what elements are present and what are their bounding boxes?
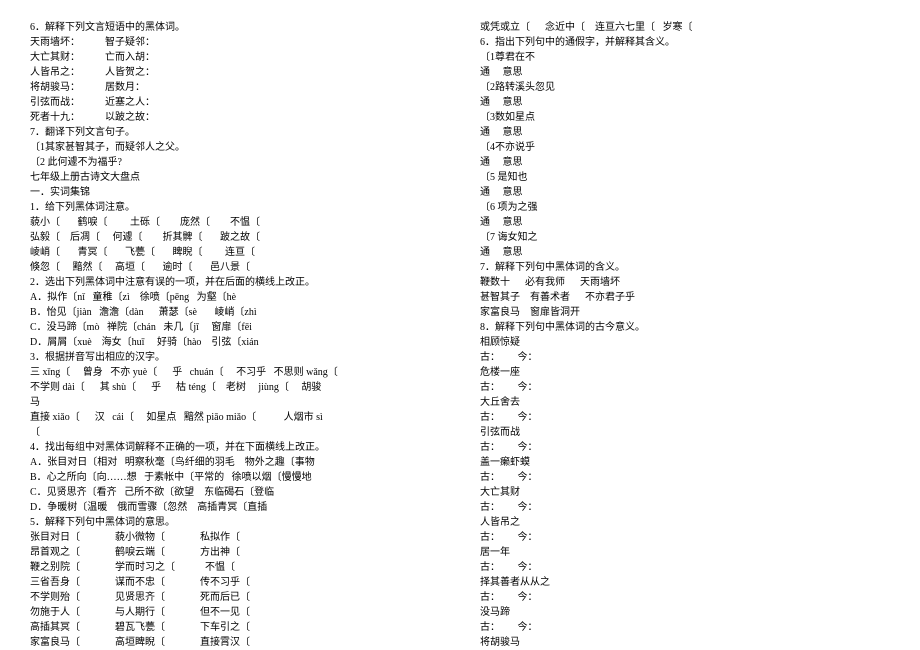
right-line: 古： 今： — [480, 500, 890, 515]
left-line: D．屑屑〔xuè 海女〔huī 好骑〔hào 引弦〔xián — [30, 335, 440, 350]
right-line: 择其善者从从之 — [480, 575, 890, 590]
right-line: 古： 今： — [480, 470, 890, 485]
left-line: 6．解释下列文言短语中的黑体词。 — [30, 20, 440, 35]
left-line: 三省吾身〔 谋而不忠〔 传不习乎〔 — [30, 575, 440, 590]
document-page: 6．解释下列文言短语中的黑体词。天雨墙坏： 智子疑邻：大亡其财： 亡而入胡：人皆… — [30, 20, 890, 650]
right-line: 通 意思 — [480, 215, 890, 230]
right-line: 〔3数如星点 — [480, 110, 890, 125]
left-line: 4．找出每组中对黑体词解释不正确的一项，并在下面横线上改正。 — [30, 440, 440, 455]
right-line: 古： 今： — [480, 410, 890, 425]
right-line: 通 意思 — [480, 155, 890, 170]
left-line: 直接 xiǎo〔 汉 cái〔 如星点 黯然 piāo miǎo〔 人烟市 sì — [30, 410, 440, 425]
right-line: 〔6 项为之强 — [480, 200, 890, 215]
right-line: 鞭数十 必有我师 天雨墙坏 — [480, 275, 890, 290]
right-line: 盖一癞虾蟆 — [480, 455, 890, 470]
left-line: 2．选出下列黑体词中注意有误的一项，并在后面的横线上改正。 — [30, 275, 440, 290]
left-line: 死者十九： 以跛之故： — [30, 110, 440, 125]
left-line: 家富良马〔 高垣睥睨〔 直接霄汉〔 — [30, 635, 440, 650]
left-line: B．心之所向〔向……想 于素帐中〔平常的 徐喷以烟〔慢慢地 — [30, 470, 440, 485]
left-column: 6．解释下列文言短语中的黑体词。天雨墙坏： 智子疑邻：大亡其财： 亡而入胡：人皆… — [30, 20, 440, 650]
right-line: 没马蹄 — [480, 605, 890, 620]
right-line: 〔7 诲女知之 — [480, 230, 890, 245]
right-line: 大丘舍去 — [480, 395, 890, 410]
left-line: 弘毅〔 后凋〔 何遽〔 折其髀〔 跛之故〔 — [30, 230, 440, 245]
right-line: 通 意思 — [480, 185, 890, 200]
right-line: 〔5 是知也 — [480, 170, 890, 185]
left-line: 崚峭〔 青冥〔 飞甍〔 睥睨〔 连亘〔 — [30, 245, 440, 260]
right-line: 通 意思 — [480, 65, 890, 80]
right-line: 古： 今： — [480, 530, 890, 545]
left-line: B．怡见〔jiàn 澹澹〔dàn 萧瑟〔sè 崚峭〔zhì — [30, 305, 440, 320]
left-line: 一．实词集锦 — [30, 185, 440, 200]
right-line: 6．指出下列句中的通假字，并解释其含义。 — [480, 35, 890, 50]
right-line: 〔1尊君在不 — [480, 50, 890, 65]
left-line: 昂首观之〔 鹤唳云端〔 方出神〔 — [30, 545, 440, 560]
left-line: 〔1其家甚智其子，而疑邻人之父。 — [30, 140, 440, 155]
left-line: 大亡其财： 亡而入胡： — [30, 50, 440, 65]
right-line: 通 意思 — [480, 245, 890, 260]
right-line: 通 意思 — [480, 95, 890, 110]
right-line: 8．解释下列句中黑体词的古今意义。 — [480, 320, 890, 335]
right-line: 古： 今： — [480, 620, 890, 635]
right-line: 人皆吊之 — [480, 515, 890, 530]
left-line: 〔2 此何遽不为福乎? — [30, 155, 440, 170]
right-line: 〔2路转溪头忽见 — [480, 80, 890, 95]
right-line: 相顾惊疑 — [480, 335, 890, 350]
right-column: 或凭或立〔 念近中〔 连亘六七里〔 岁寒〔6．指出下列句中的通假字，并解释其含义… — [480, 20, 890, 650]
right-line: 古： 今： — [480, 590, 890, 605]
left-line: 张目对日〔 藐小微物〔 私拟作〔 — [30, 530, 440, 545]
right-line: 居一年 — [480, 545, 890, 560]
right-line: 〔4不亦说乎 — [480, 140, 890, 155]
right-line: 通 意思 — [480, 125, 890, 140]
right-line: 或凭或立〔 念近中〔 连亘六七里〔 岁寒〔 — [480, 20, 890, 35]
left-line: 七年级上册古诗文大盘点 — [30, 170, 440, 185]
right-line: 危楼一座 — [480, 365, 890, 380]
left-line: 引弦而战： 近塞之人： — [30, 95, 440, 110]
left-line: 倏忽〔 黯然〔 高垣〔 逾时〔 邑八景〔 — [30, 260, 440, 275]
left-line: 人皆吊之： 人皆贺之： — [30, 65, 440, 80]
left-line: A．张目对日〔相对 明察秋毫〔鸟纤细的羽毛 物外之趣〔事物 — [30, 455, 440, 470]
right-line: 7．解释下列句中黑体词的含义。 — [480, 260, 890, 275]
left-line: 勿施于人〔 与人期行〔 但不一见〔 — [30, 605, 440, 620]
left-line: 7．翻译下列文言句子。 — [30, 125, 440, 140]
right-line: 古： 今： — [480, 560, 890, 575]
right-line: 甚智其子 有善术者 不亦君子乎 — [480, 290, 890, 305]
left-line: 天雨墙坏： 智子疑邻： — [30, 35, 440, 50]
left-line: 1．给下列黑体词注意。 — [30, 200, 440, 215]
left-line: 不学则 dài〔 其 shù〔 乎 枯 téng〔 老树 jiùng〔 胡骏 — [30, 380, 440, 395]
left-line: 马 — [30, 395, 440, 410]
right-line: 将胡骏马 — [480, 635, 890, 650]
left-line: D．争暖树〔温暖 俄而雪骤〔忽然 高插青冥〔直插 — [30, 500, 440, 515]
left-line: 3．根据拼音写出相应的汉字。 — [30, 350, 440, 365]
left-line: C．没马蹄〔mò 禅院〔chán 未几〔jī 窗扉〔fēi — [30, 320, 440, 335]
left-line: 藐小〔 鹤唳〔 土砾〔 庞然〔 不愠〔 — [30, 215, 440, 230]
left-line: 鞭之别院〔 学而时习之〔 不愠〔 — [30, 560, 440, 575]
right-line: 家富良马 窗扉皆洞开 — [480, 305, 890, 320]
left-line: C．见贤思齐〔看齐 己所不欲〔欲望 东临碣石〔登临 — [30, 485, 440, 500]
left-line: 〔 — [30, 425, 440, 440]
right-line: 古： 今： — [480, 380, 890, 395]
left-line: 三 xǐng〔 曾身 不亦 yuè〔 乎 chuán〔 不习乎 不思则 wǎng… — [30, 365, 440, 380]
right-line: 古： 今： — [480, 440, 890, 455]
right-line: 引弦而战 — [480, 425, 890, 440]
left-line: 不学则殆〔 见贤思齐〔 死而后已〔 — [30, 590, 440, 605]
right-line: 古： 今： — [480, 350, 890, 365]
left-line: 高插其冥〔 碧瓦飞甍〔 下车引之〔 — [30, 620, 440, 635]
left-line: 将胡骏马： 居数月： — [30, 80, 440, 95]
left-line: 5．解释下列句中黑体词的意思。 — [30, 515, 440, 530]
right-line: 大亡其财 — [480, 485, 890, 500]
left-line: A．拟作〔nǐ 童稚〔zì 徐喷〔pēng 为壑〔hè — [30, 290, 440, 305]
